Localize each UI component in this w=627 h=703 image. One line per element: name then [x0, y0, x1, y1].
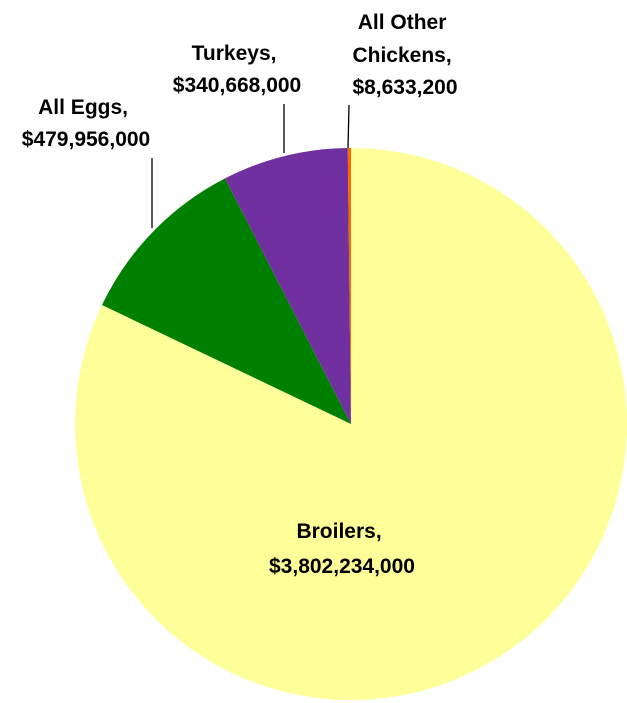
pie-slice-all-other-chickens [347, 148, 351, 424]
pie-slices [75, 148, 627, 700]
leader-line-all-other-chickens [347, 104, 350, 149]
slice-label-all-other-chickens-value: $8,633,200 [352, 76, 457, 99]
slice-label-all-other-chickens-line2: Chickens, [352, 44, 451, 67]
slice-label-turkeys-name: Turkeys, [192, 42, 277, 65]
pie-slice-broilers [75, 148, 627, 700]
slice-label-all-other-chickens: All Other Chickens, $8,633,200 [352, 11, 457, 99]
leader-lines [151, 104, 350, 228]
slice-label-all-eggs-value: $479,956,000 [22, 128, 150, 151]
slice-label-all-other-chickens-line1: All Other [358, 11, 447, 34]
slice-label-turkeys: Turkeys, $340,668,000 [173, 42, 301, 97]
slice-label-broilers-name: Broilers, [296, 520, 381, 543]
slice-label-all-eggs: All Eggs, $479,956,000 [22, 96, 150, 151]
pie-slice-all-eggs [101, 178, 351, 424]
slice-label-all-eggs-name: All Eggs, [38, 96, 128, 119]
slice-label-broilers-value: $3,802,234,000 [269, 555, 415, 578]
slice-label-turkeys-value: $340,668,000 [173, 74, 301, 97]
slice-label-broilers: Broilers, $3,802,234,000 [269, 520, 415, 578]
pie-slice-turkeys [225, 148, 351, 424]
